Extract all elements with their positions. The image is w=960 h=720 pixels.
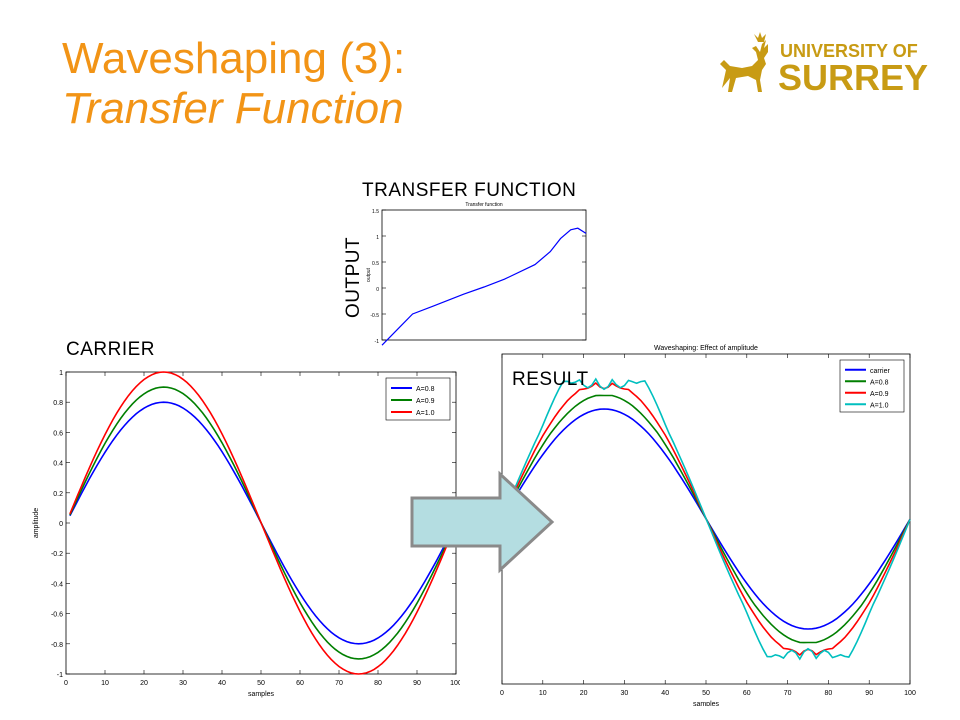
label-carrier: CARRIER	[66, 339, 156, 360]
y-tick-label: -1	[375, 339, 380, 345]
y-tick-label: -0.4	[51, 581, 63, 588]
legend: A=0.8 A=0.9 A=1.0	[385, 377, 451, 421]
arrow-right-icon	[410, 470, 555, 574]
stag-icon	[720, 32, 768, 92]
slide-title: Waveshaping (3):	[62, 34, 406, 83]
legend-entry: A=0.9	[870, 391, 889, 398]
x-tick-label: 50	[702, 690, 710, 697]
series-line-A=1.0	[505, 377, 911, 661]
y-tick-label: 0.4	[53, 461, 63, 468]
x-tick-label: 70	[784, 690, 792, 697]
plot-area	[381, 209, 587, 341]
legend-entry: A=1.0	[870, 402, 889, 409]
y-tick-label: 0.5	[372, 261, 379, 267]
x-axis-label: samples	[693, 701, 720, 706]
x-tick-label: 90	[865, 690, 873, 697]
y-tick-label: -1	[57, 672, 63, 679]
x-tick-label: 90	[413, 680, 421, 687]
x-tick-label: 20	[140, 680, 148, 687]
x-tick-label: 60	[743, 690, 751, 697]
legend-entry: A=1.0	[416, 410, 435, 417]
y-tick-label: 1.5	[372, 209, 379, 215]
x-tick-label: 30	[179, 680, 187, 687]
university-logo: UNIVERSITY OF SURREY	[720, 32, 928, 98]
x-tick-label: 40	[661, 690, 669, 697]
transfer-function-chart: 1.5 1 0.5 0 -0.5 -1 output Transfer function	[366, 202, 587, 346]
y-tick-label: 0	[59, 521, 63, 528]
y-tick-label: 0.8	[53, 400, 63, 407]
y-tick-label: -0.5	[370, 313, 379, 319]
logo-line2: SURREY	[778, 57, 928, 98]
chart-title: Waveshaping: Effect of amplitude	[654, 345, 758, 352]
legend-entry: carrier	[870, 368, 891, 375]
series-line-A=1.0	[69, 371, 457, 675]
x-tick-label: 10	[539, 690, 547, 697]
x-tick-label: 0	[500, 690, 504, 697]
legend-entry: A=0.8	[870, 379, 889, 386]
x-tick-label: 20	[580, 690, 588, 697]
label-result: RESULT	[512, 369, 589, 390]
x-tick-label: 30	[621, 690, 629, 697]
y-tick-label: -0.6	[51, 612, 63, 619]
y-tick-label: 0.6	[53, 430, 63, 437]
x-tick-label: 100	[904, 690, 916, 697]
x-tick-label: 100	[450, 680, 460, 687]
legend-entry: A=0.9	[416, 398, 435, 405]
slide-title-block: Waveshaping (3): Transfer Function	[62, 34, 405, 134]
label-transfer-function: TRANSFER FUNCTION	[362, 180, 577, 201]
x-tick-label: 50	[257, 680, 265, 687]
x-tick-label: 0	[64, 680, 68, 687]
chart-title: Transfer function	[465, 202, 503, 208]
carrier-chart: 0 10 20 30 40 50 60 70 80 90 100 1 0.8 0.6 0.4 0.2 0 -0.2…	[33, 370, 460, 698]
x-tick-label: 80	[374, 680, 382, 687]
y-tick-label: 0	[376, 287, 379, 293]
legend-entry: A=0.8	[416, 386, 435, 393]
y-axis-label: output	[366, 267, 372, 282]
x-tick-label: 80	[825, 690, 833, 697]
transfer-curve	[381, 227, 587, 346]
x-axis-label: samples	[248, 691, 275, 698]
x-tick-label: 70	[335, 680, 343, 687]
y-tick-label: 1	[376, 235, 379, 241]
x-tick-label: 10	[101, 680, 109, 687]
x-tick-label: 60	[296, 680, 304, 687]
y-axis-label: amplitude	[33, 508, 40, 538]
y-tick-label: 0.2	[53, 491, 63, 498]
x-tick-label: 40	[218, 680, 226, 687]
y-tick-label: -0.8	[51, 642, 63, 649]
legend: carrier A=0.8 A=0.9 A=1.0	[839, 359, 905, 413]
y-tick-label: 1	[59, 370, 63, 377]
y-tick-label: -0.2	[51, 551, 63, 558]
slide-subtitle: Transfer Function	[62, 84, 404, 133]
result-chart: 0 10 20 30 40 50 60 70 80 90 100 samples Waveshaping…	[500, 345, 916, 706]
logo-line1: UNIVERSITY OF	[780, 41, 918, 61]
